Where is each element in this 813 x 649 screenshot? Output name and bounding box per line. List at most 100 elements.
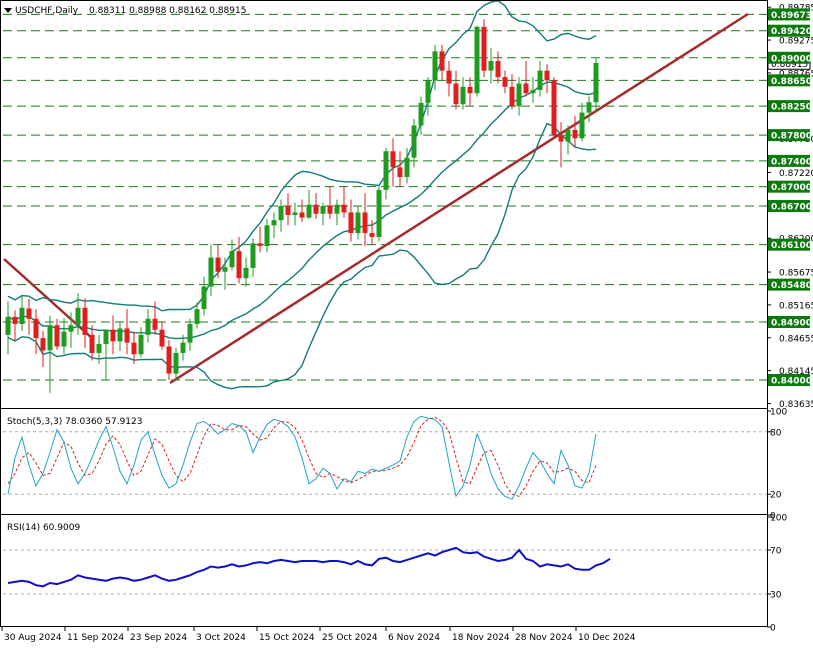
candle[interactable]	[313, 193, 319, 219]
candle[interactable]	[488, 48, 494, 84]
candle[interactable]	[432, 44, 438, 90]
candle[interactable]	[47, 315, 53, 393]
candle[interactable]	[103, 329, 109, 380]
candle[interactable]	[579, 102, 585, 142]
candle[interactable]	[327, 186, 333, 219]
candle[interactable]	[495, 51, 501, 84]
candle[interactable]	[530, 77, 536, 103]
candle[interactable]	[54, 318, 60, 350]
candle[interactable]	[131, 331, 137, 364]
candle[interactable]	[201, 276, 207, 316]
candle[interactable]	[243, 257, 249, 287]
candle[interactable]	[383, 148, 389, 200]
candle[interactable]	[425, 77, 431, 116]
candle[interactable]	[12, 310, 18, 342]
candle[interactable]	[376, 186, 382, 242]
candle[interactable]	[502, 70, 508, 94]
candle[interactable]	[5, 301, 11, 355]
candle[interactable]	[194, 302, 200, 329]
candle[interactable]	[572, 115, 578, 148]
candle[interactable]	[229, 239, 235, 271]
candle[interactable]	[110, 315, 116, 355]
candle[interactable]	[418, 96, 424, 136]
candle[interactable]	[40, 331, 46, 368]
candle[interactable]	[348, 199, 354, 242]
stochastic-pane[interactable]: Stoch(5,3,3) 78.0360 57.9123 100 80 20 0	[3, 408, 787, 522]
candle[interactable]	[75, 293, 81, 335]
rsi-line[interactable]	[7, 546, 611, 588]
price-pane[interactable]: 0.897850.892750.887650.877500.872200.862…	[0, 0, 813, 410]
candle[interactable]	[26, 298, 32, 335]
stoch-signal-line[interactable]	[7, 416, 597, 497]
candle[interactable]	[481, 19, 487, 78]
candle-body	[355, 212, 361, 234]
candle[interactable]	[586, 96, 592, 123]
candle[interactable]	[222, 257, 228, 290]
candle[interactable]	[180, 334, 186, 361]
candle-body	[369, 233, 375, 237]
candle[interactable]	[89, 325, 95, 361]
candle[interactable]	[285, 193, 291, 226]
candle[interactable]	[446, 61, 452, 97]
rsi-pane[interactable]: RSI(14) 60.9009 100 70 30 0	[3, 514, 787, 634]
candle[interactable]	[439, 44, 445, 80]
uptrend-line[interactable]	[169, 12, 749, 385]
candle[interactable]	[404, 148, 410, 184]
candle[interactable]	[257, 226, 263, 253]
candle[interactable]	[551, 77, 557, 139]
candle[interactable]	[61, 318, 67, 355]
candle[interactable]	[306, 189, 312, 219]
candle[interactable]	[362, 193, 368, 246]
candle[interactable]	[215, 244, 221, 279]
candle[interactable]	[369, 220, 375, 245]
candle[interactable]	[341, 186, 347, 218]
candle[interactable]	[82, 298, 88, 348]
candle[interactable]	[96, 334, 102, 364]
candle[interactable]	[124, 309, 130, 355]
candle[interactable]	[138, 327, 144, 358]
candle[interactable]	[565, 125, 571, 155]
level-label: 0.89000	[771, 54, 812, 64]
candle[interactable]	[250, 238, 256, 277]
candle[interactable]	[145, 309, 151, 343]
candle[interactable]	[173, 347, 179, 380]
candle[interactable]	[264, 218, 270, 253]
candle[interactable]	[509, 73, 515, 110]
candle[interactable]	[152, 301, 158, 335]
candle[interactable]	[208, 244, 214, 297]
candle[interactable]	[460, 77, 466, 110]
candle[interactable]	[537, 61, 543, 97]
candle-body	[404, 157, 410, 177]
candle[interactable]	[33, 309, 39, 355]
candle[interactable]	[166, 340, 172, 380]
stoch-main-line[interactable]	[7, 415, 597, 501]
candle[interactable]	[516, 77, 522, 116]
candle[interactable]	[68, 312, 74, 348]
candle[interactable]	[159, 322, 165, 350]
candle[interactable]	[271, 212, 277, 239]
candle[interactable]	[320, 202, 326, 226]
candle[interactable]	[390, 138, 396, 187]
candle[interactable]	[355, 206, 361, 240]
candle[interactable]	[593, 58, 599, 112]
candle[interactable]	[523, 61, 529, 97]
candle[interactable]	[236, 236, 242, 284]
candle[interactable]	[334, 199, 340, 226]
candle[interactable]	[299, 199, 305, 223]
dropdown-triangle-icon[interactable]	[4, 8, 12, 13]
candle[interactable]	[474, 25, 480, 97]
candle[interactable]	[453, 70, 459, 110]
candle[interactable]	[292, 202, 298, 226]
price-pane-bg	[0, 0, 767, 409]
candle[interactable]	[411, 119, 417, 168]
candle[interactable]	[558, 122, 564, 168]
candle[interactable]	[187, 318, 193, 351]
candle[interactable]	[397, 151, 403, 187]
candle[interactable]	[117, 322, 123, 351]
symbol-label: USDCHF,Daily	[15, 6, 79, 16]
candle[interactable]	[278, 199, 284, 232]
candle[interactable]	[467, 77, 473, 107]
candle[interactable]	[19, 294, 25, 332]
candle[interactable]	[544, 64, 550, 94]
